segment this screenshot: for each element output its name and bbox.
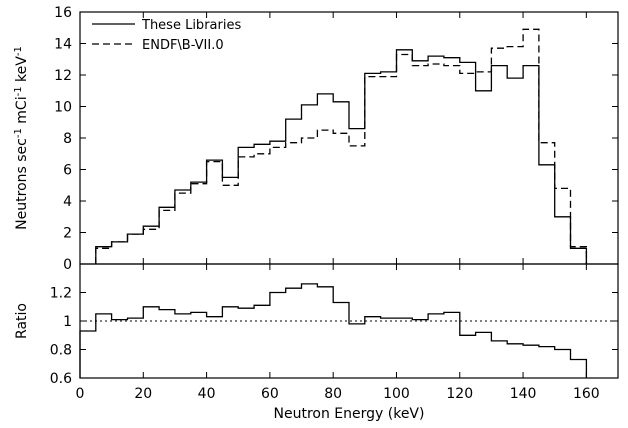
spectrum-y-tick-label: 10 — [54, 100, 72, 116]
ratio-x-tick-label: 60 — [261, 386, 279, 402]
ylabel-part-1: Neutrons sec — [14, 138, 30, 230]
ratio-y-tick-label: 0.8 — [50, 343, 72, 359]
spectrum-y-tick-label: 16 — [54, 5, 72, 21]
ratio-x-tick-label: 140 — [510, 386, 537, 402]
ratio-x-tick-label: 80 — [324, 386, 342, 402]
ratio-x-tick-label: 40 — [198, 386, 216, 402]
ratio-y-tick-label: 0.6 — [50, 371, 72, 387]
spectrum-series-2-step-line — [95, 28, 588, 264]
x-axis-label: Neutron Energy (keV) — [274, 406, 425, 422]
ylabel-sup-3: -1 — [13, 46, 24, 56]
ratio-y-ticks: 0.6 0.8 1 1.2 — [50, 286, 618, 387]
ratio-x-ticks: 0 20 40 60 80 100 120 140 160 — [76, 264, 600, 402]
spectrum-y-tick-label: 8 — [63, 131, 72, 147]
ylabel-sup-2: -1 — [13, 86, 24, 96]
ratio-x-tick-label: 100 — [383, 386, 410, 402]
ratio-x-tick-label: 120 — [446, 386, 473, 402]
ratio-y-tick-label: 1.2 — [50, 286, 72, 302]
spectrum-y-axis-label: Neutrons sec-1 mCi-1 keV-1 — [13, 46, 31, 230]
ratio-y-tick-label: 1 — [63, 314, 72, 330]
spectrum-x-ticks — [79, 12, 587, 264]
ylabel-part-2: mCi — [14, 96, 30, 128]
spectrum-y-ticks: 0 2 4 6 8 10 12 14 16 — [54, 5, 618, 273]
spectrum-y-tick-label: 12 — [54, 68, 72, 84]
legend-label-endf: ENDF\B-VII.0 — [142, 38, 224, 53]
spectrum-y-tick-label: 0 — [63, 257, 72, 273]
legend: These Libraries ENDF\B-VII.0 — [92, 18, 241, 53]
ylabel-sup-1: -1 — [13, 128, 24, 138]
legend-label-these-libraries: These Libraries — [141, 18, 241, 33]
ratio-x-tick-label: 160 — [573, 386, 600, 402]
spectrum-y-tick-label: 14 — [54, 37, 72, 53]
spectrum-y-tick-label: 4 — [63, 194, 72, 210]
spectrum-y-tick-label: 6 — [63, 163, 72, 179]
ratio-y-axis-label: Ratio — [14, 303, 30, 339]
spectrum-series — [95, 28, 588, 264]
ylabel-part-3: keV — [14, 56, 30, 87]
ratio-series — [79, 283, 588, 378]
ratio-x-tick-label: 20 — [134, 386, 152, 402]
ratio-series-1-step-line — [79, 283, 588, 378]
spectrum-y-tick-label: 2 — [63, 226, 72, 242]
ratio-x-tick-label: 0 — [76, 386, 85, 402]
ratio-panel: 0.6 0.8 1 1.2 0 20 40 60 80 100 120 140 160 Ratio N… — [14, 263, 619, 422]
